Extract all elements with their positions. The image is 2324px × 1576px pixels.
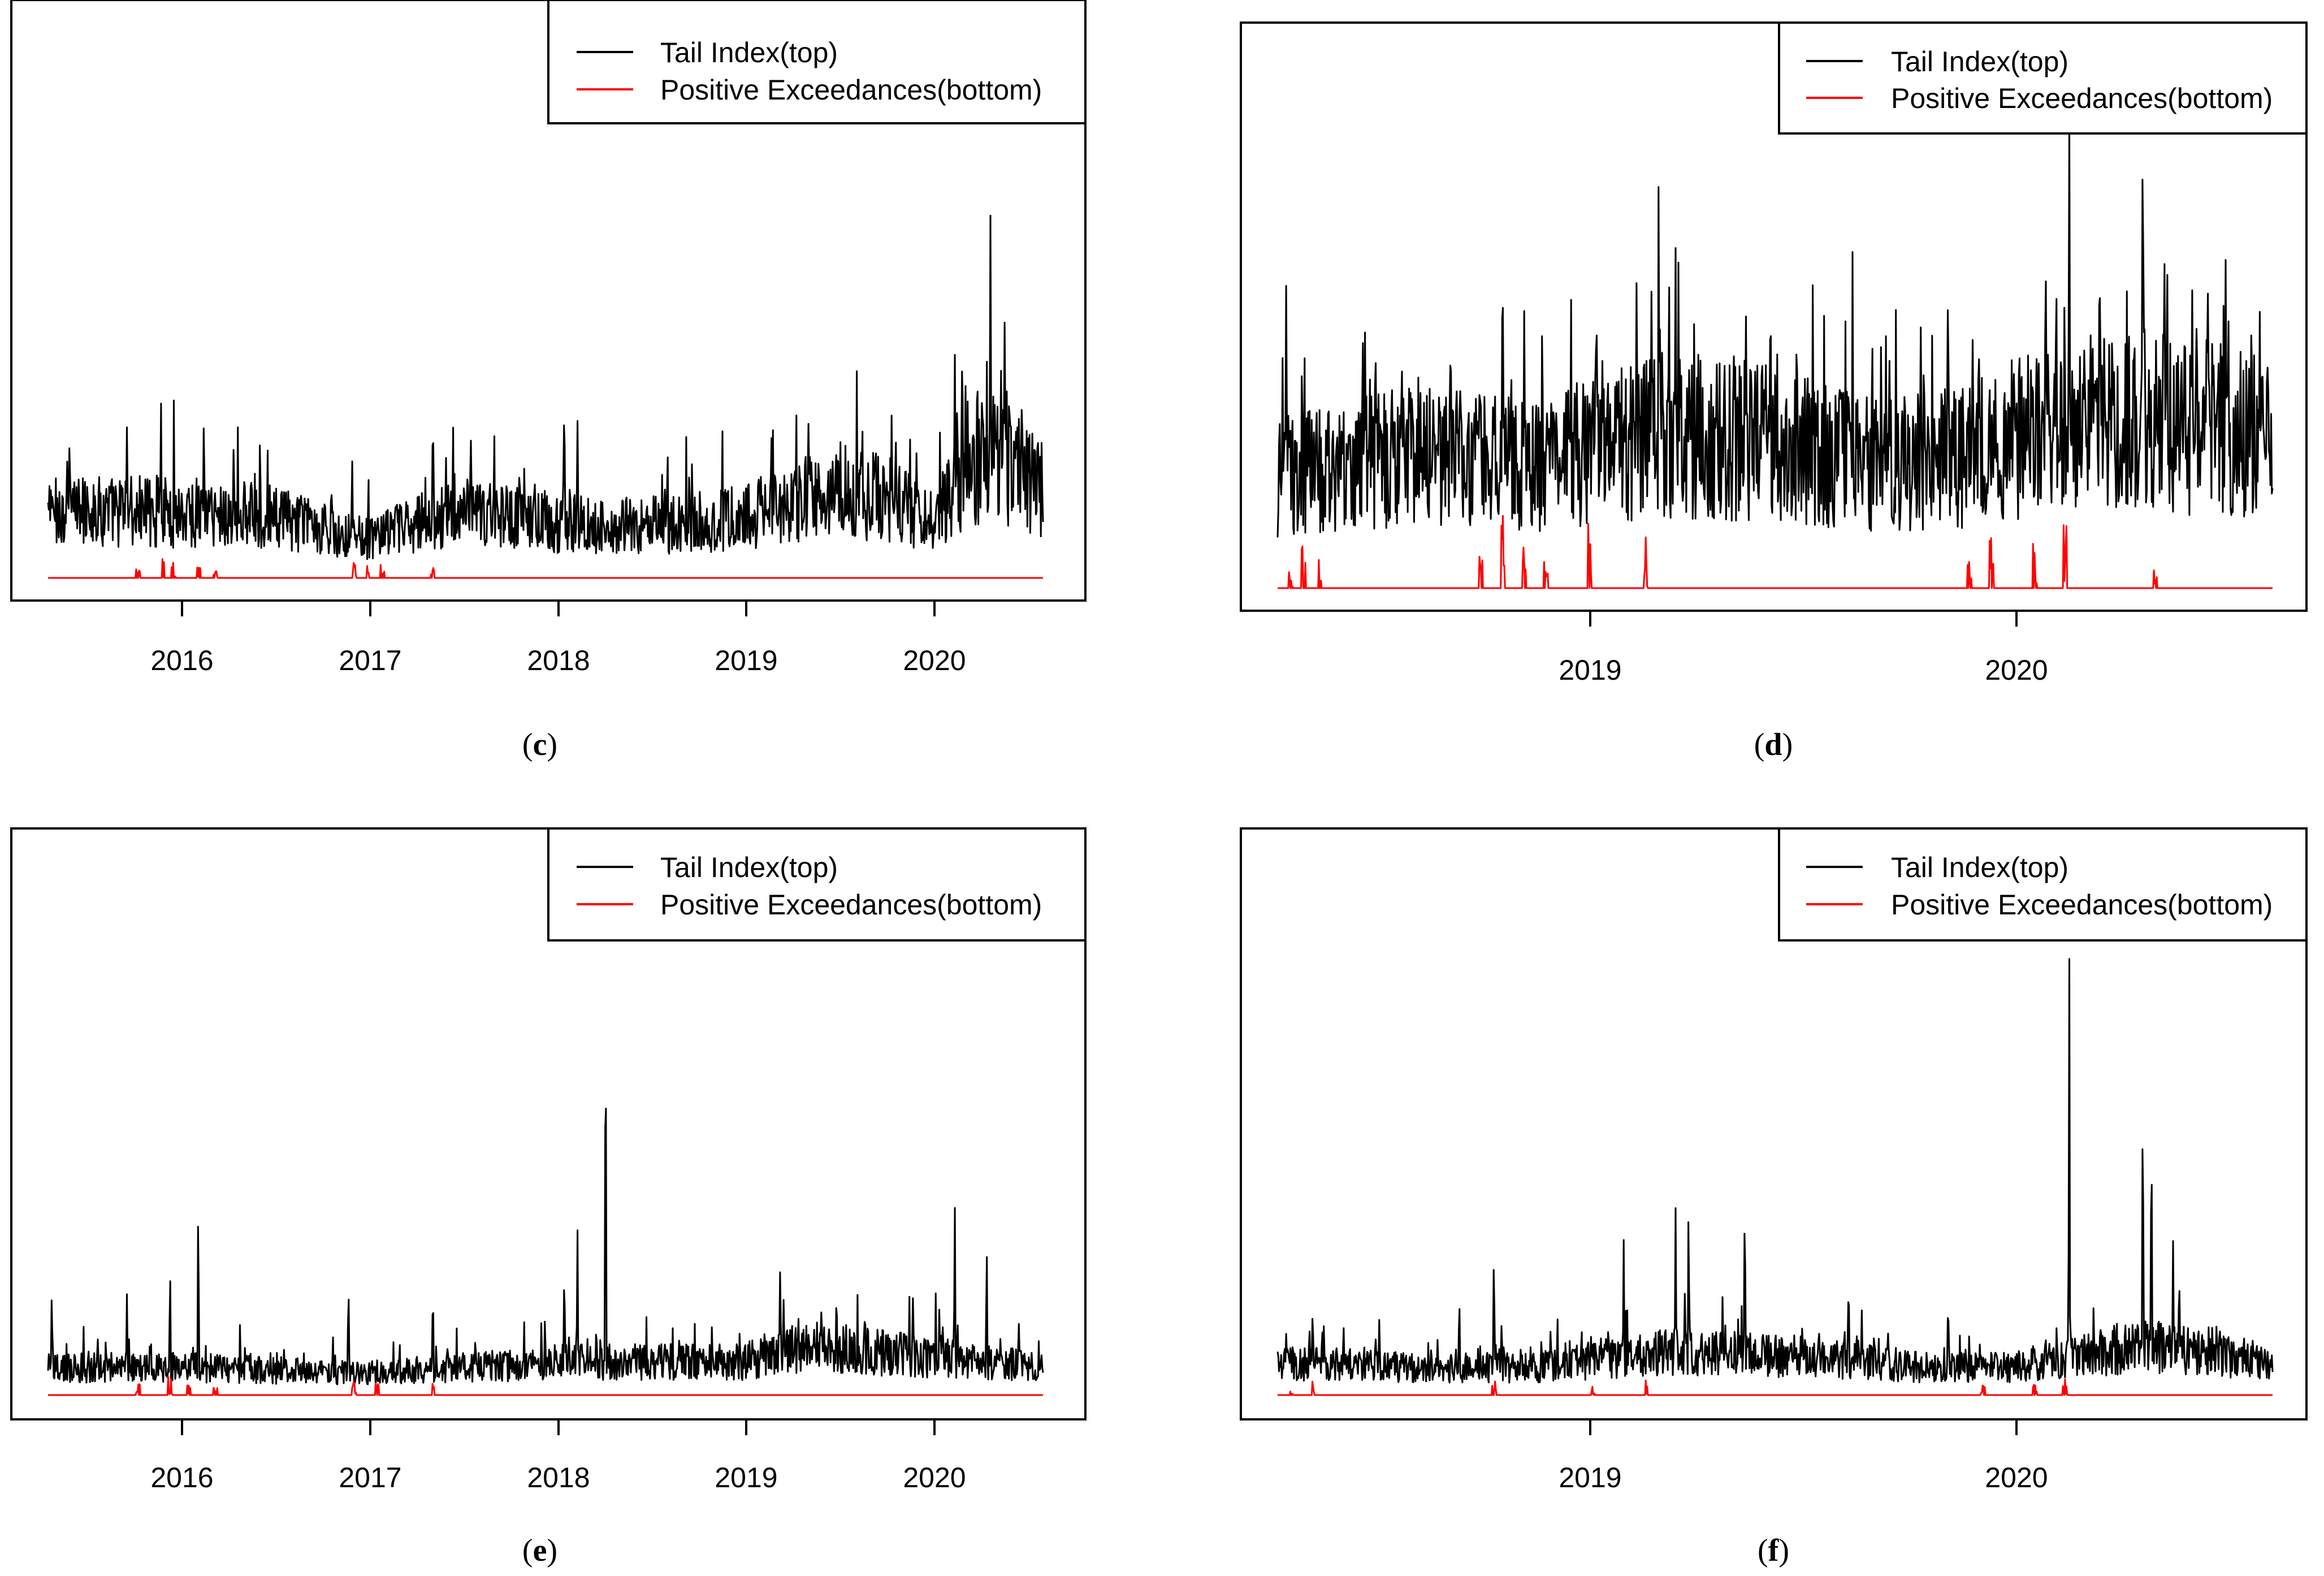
legend-label-exceedances: Positive Exceedances(bottom) [1891,83,2273,114]
x-axis: 2016 2017 2018 2019 2020 [150,1419,966,1493]
legend-label-tail-index: Tail Index(top) [660,37,838,68]
x-tick-label: 2019 [715,645,777,676]
panel-e: Tail Index(top) Positive Exceedances(bot… [10,827,1087,1568]
legend-box [1778,827,2308,942]
x-tick-label: 2020 [903,1462,966,1493]
panel-c: Tail Index(top) Positive Exceedances(bot… [10,0,1087,762]
panel-caption: (e) [522,1533,557,1568]
x-tick-label: 2016 [150,1462,213,1493]
legend-box [1778,21,2308,135]
panel-caption: (f) [1758,1533,1789,1568]
x-tick-label: 2018 [527,1462,590,1493]
tail-index-series [47,214,1044,560]
x-tick-label: 2020 [1985,654,2048,686]
legend: Tail Index(top) Positive Exceedances(bot… [547,0,1087,124]
legend: Tail Index(top) Positive Exceedances(bot… [1778,827,2308,942]
x-tick-label: 2016 [150,645,213,676]
tail-index-line [47,214,1044,560]
tail-index-series [1276,117,2274,538]
x-tick-label: 2018 [527,645,590,676]
legend-box [547,0,1087,124]
x-tick-label: 2017 [339,1462,401,1493]
plot-frame [1240,827,2308,1420]
panel-d: Tail Index(top) Positive Exceedances(bot… [1240,21,2308,762]
x-tick-label: 2019 [715,1462,777,1493]
panel-caption: (c) [522,727,557,762]
x-axis: 2016 2017 2018 2019 2020 [150,601,966,676]
legend: Tail Index(top) Positive Exceedances(bot… [547,827,1087,942]
x-tick-label: 2019 [1559,1462,1621,1493]
legend-label-tail-index: Tail Index(top) [1891,46,2068,77]
exceedances-series [47,1376,1044,1396]
tail-index-line [1276,117,2274,538]
exceedances-series [1277,515,2273,589]
exceedances-line [47,1376,1044,1396]
x-tick-label: 2017 [339,645,401,676]
tail-index-line [47,1107,1044,1385]
legend-label-exceedances: Positive Exceedances(bottom) [660,889,1042,921]
legend-label-exceedances: Positive Exceedances(bottom) [660,74,1042,106]
tail-index-series [1276,958,2274,1384]
exceedances-series [1277,1378,2273,1396]
tail-index-line [1276,958,2274,1384]
plot-frame [10,0,1087,602]
x-tick-label: 2020 [903,645,966,676]
x-tick-label: 2019 [1559,654,1621,686]
legend-box [547,827,1087,942]
legend-label-tail-index: Tail Index(top) [660,852,838,883]
panel-caption: (d) [1754,727,1793,762]
x-axis: 2019 2020 [1559,1419,2048,1493]
x-axis: 2019 2020 [1559,611,2048,686]
legend-label-tail-index: Tail Index(top) [1891,852,2068,883]
legend: Tail Index(top) Positive Exceedances(bot… [1778,21,2308,135]
plot-frame [1240,21,2308,612]
exceedances-line [1277,1378,2273,1396]
panel-f: Tail Index(top) Positive Exceedances(bot… [1240,827,2308,1568]
exceedances-line [1277,515,2273,589]
tail-index-series [47,1107,1044,1385]
x-tick-label: 2020 [1985,1462,2048,1493]
exceedances-line [47,558,1044,579]
legend-label-exceedances: Positive Exceedances(bottom) [1891,889,2273,921]
exceedances-series [47,558,1044,579]
